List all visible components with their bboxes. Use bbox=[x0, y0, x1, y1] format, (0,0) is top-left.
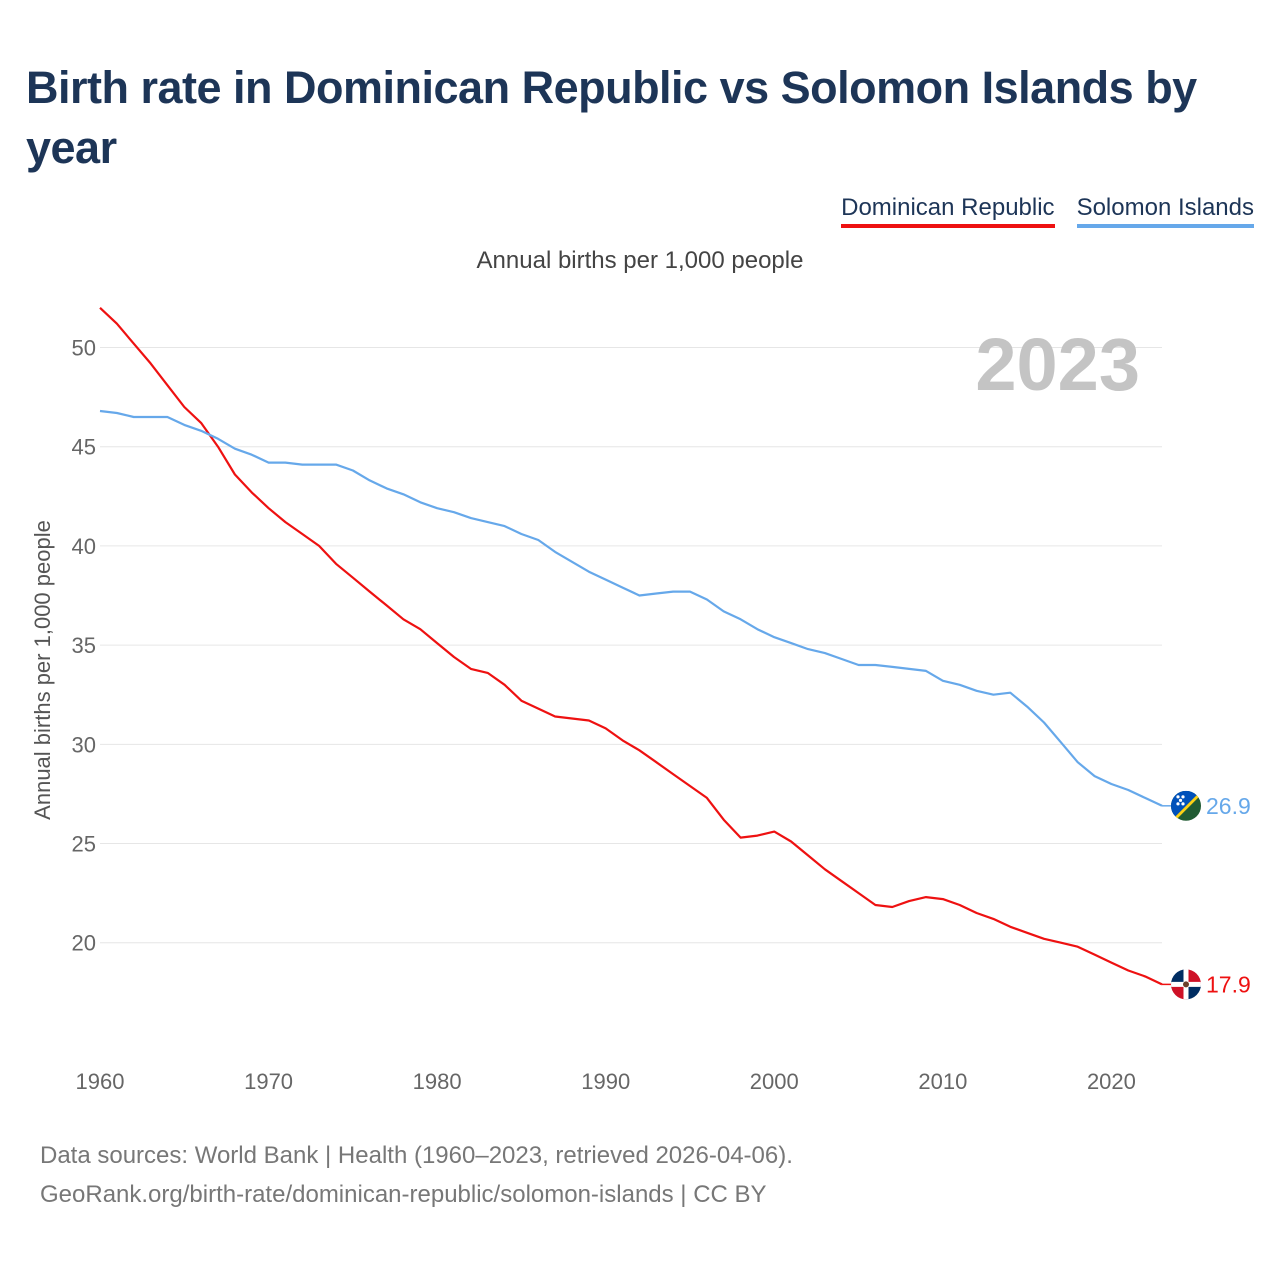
y-axis-ticks: 20 25 30 35 40 45 50 bbox=[72, 336, 96, 956]
y-tick-label: 25 bbox=[72, 832, 96, 857]
gridlines bbox=[100, 347, 1162, 944]
x-tick-label: 1990 bbox=[581, 1069, 630, 1094]
x-tick-label: 1960 bbox=[76, 1069, 125, 1094]
y-tick-label: 30 bbox=[72, 732, 96, 757]
y-tick-label: 45 bbox=[72, 435, 96, 460]
chart-title: Birth rate in Dominican Republic vs Solo… bbox=[26, 62, 1197, 173]
solomon-islands-flag-icon bbox=[1171, 790, 1201, 821]
series-end-markers: 17.9 26.9 bbox=[1162, 793, 1251, 997]
end-value-label: 26.9 bbox=[1206, 793, 1251, 819]
x-tick-label: 2010 bbox=[918, 1069, 967, 1094]
x-tick-label: 1970 bbox=[244, 1069, 293, 1094]
dominican-republic-flag-icon bbox=[1171, 969, 1201, 1000]
legend-item-dominican-republic[interactable]: Dominican Republic bbox=[841, 194, 1055, 228]
x-axis-ticks: 1960 1970 1980 1990 2000 2010 2020 bbox=[76, 1069, 1136, 1094]
current-year-label: 2023 bbox=[975, 323, 1140, 406]
x-tick-label: 2000 bbox=[750, 1069, 799, 1094]
legend-item-solomon-islands[interactable]: Solomon Islands bbox=[1076, 194, 1254, 228]
y-tick-label: 35 bbox=[72, 633, 96, 658]
series-line-dominican-republic bbox=[99, 306, 1163, 986]
y-tick-label: 50 bbox=[72, 336, 96, 361]
chart-subtitle: Annual births per 1,000 people bbox=[476, 247, 804, 274]
data-sources-note: Data sources: World Bank | Health (1960–… bbox=[40, 1142, 793, 1169]
y-tick-label: 20 bbox=[72, 931, 96, 956]
x-tick-label: 1980 bbox=[413, 1069, 462, 1094]
series-lines bbox=[99, 306, 1163, 986]
footer: Data sources: World Bank | Health (1960–… bbox=[40, 1136, 793, 1214]
x-tick-label: 2020 bbox=[1087, 1069, 1136, 1094]
y-tick-label: 40 bbox=[72, 534, 96, 559]
legend: Dominican Republic Solomon Islands bbox=[841, 194, 1254, 228]
y-axis-title: Annual births per 1,000 people bbox=[30, 520, 55, 820]
source-link[interactable]: GeoRank.org/birth-rate/dominican-republi… bbox=[40, 1181, 767, 1208]
end-value-label: 17.9 bbox=[1206, 971, 1251, 997]
series-line-solomon-islands bbox=[99, 409, 1163, 807]
